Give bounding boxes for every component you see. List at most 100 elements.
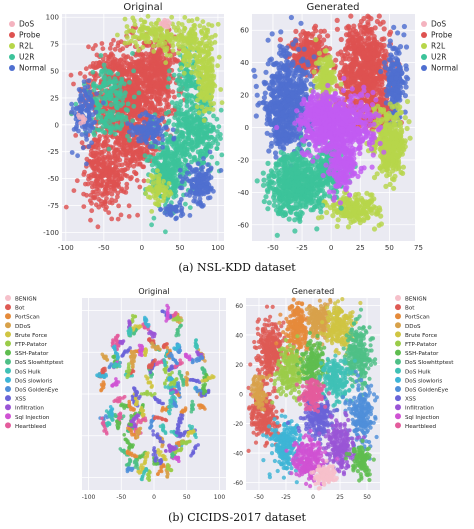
data-point: [92, 132, 97, 138]
data-point: [347, 53, 353, 59]
data-point: [164, 101, 170, 106]
legend-item: DoS: [9, 20, 34, 29]
data-point: [174, 179, 179, 184]
data-point: [118, 212, 124, 218]
data-point: [151, 49, 157, 54]
data-point: [141, 97, 147, 102]
y-tick-label: -100: [43, 229, 59, 237]
data-point: [194, 114, 200, 120]
data-point: [134, 177, 140, 183]
data-point: [100, 143, 106, 149]
data-point: [351, 44, 358, 50]
data-point: [153, 157, 159, 163]
data-point: [205, 135, 211, 140]
data-point: [194, 143, 200, 149]
data-point: [89, 208, 95, 214]
data-point: [187, 154, 193, 160]
data-point: [201, 156, 206, 161]
data-point: [90, 46, 96, 52]
data-point: [179, 130, 185, 135]
data-point: [112, 99, 118, 105]
data-point: [179, 185, 185, 191]
data-point: [197, 49, 202, 55]
data-point: [153, 35, 159, 41]
data-point: [71, 188, 77, 194]
data-point: [90, 189, 96, 195]
data-point: [159, 107, 164, 113]
data-point: [151, 215, 157, 221]
data-point: [165, 149, 171, 155]
data-point: [119, 123, 124, 129]
data-point: [103, 118, 109, 123]
data-point: [325, 33, 331, 39]
data-point: [136, 47, 142, 53]
data-point: [183, 86, 188, 92]
data-point: [123, 149, 129, 154]
legend-label: Probe: [19, 31, 41, 40]
data-point: [361, 15, 367, 22]
data-point: [100, 192, 105, 198]
data-point: [84, 125, 90, 130]
data-point: [102, 130, 108, 136]
data-point: [148, 64, 154, 70]
data-point: [169, 141, 175, 147]
data-point: [156, 186, 162, 192]
data-point: [105, 156, 110, 161]
data-point: [112, 46, 118, 52]
data-point: [103, 207, 108, 212]
data-point: [161, 168, 167, 174]
data-point: [148, 173, 154, 178]
data-point: [183, 152, 189, 158]
x-tick-label: 0: [140, 244, 144, 252]
data-point: [171, 184, 177, 190]
data-point: [111, 37, 116, 43]
data-point: [98, 85, 103, 91]
data-point: [204, 106, 210, 112]
data-point: [187, 213, 193, 218]
data-point: [108, 130, 113, 136]
data-point: [130, 51, 135, 56]
data-point: [107, 54, 113, 60]
data-point: [146, 39, 152, 45]
data-point: [158, 93, 164, 99]
data-point: [138, 17, 144, 23]
data-point: [121, 140, 127, 145]
data-point: [123, 55, 129, 60]
data-point: [131, 83, 137, 88]
data-point: [108, 41, 114, 47]
data-point: [131, 94, 137, 100]
data-point: [215, 21, 221, 27]
data-point: [116, 162, 122, 168]
data-point: [82, 74, 88, 80]
data-point: [189, 81, 195, 87]
data-point: [95, 101, 101, 106]
data-point: [137, 161, 143, 167]
data-point: [153, 139, 158, 144]
data-point: [374, 18, 380, 25]
data-point: [351, 23, 357, 29]
data-point: [150, 134, 156, 140]
data-point: [145, 54, 151, 60]
data-point: [187, 189, 193, 195]
data-point: [142, 65, 148, 70]
data-point: [209, 41, 215, 46]
y-tick-label: -25: [48, 148, 59, 156]
data-point: [199, 133, 204, 139]
data-point: [84, 161, 89, 167]
data-point: [115, 32, 120, 38]
data-point: [146, 194, 151, 200]
data-point: [147, 184, 153, 190]
data-point: [166, 76, 172, 82]
data-point: [361, 28, 367, 35]
data-point: [110, 175, 115, 181]
data-point: [163, 229, 168, 235]
data-point: [157, 199, 162, 205]
data-point: [145, 35, 151, 40]
data-point: [127, 163, 133, 169]
data-point: [137, 113, 143, 119]
data-point: [113, 139, 119, 145]
data-point: [119, 118, 125, 123]
data-point: [86, 173, 92, 179]
data-point: [251, 67, 257, 73]
data-point: [145, 13, 151, 19]
